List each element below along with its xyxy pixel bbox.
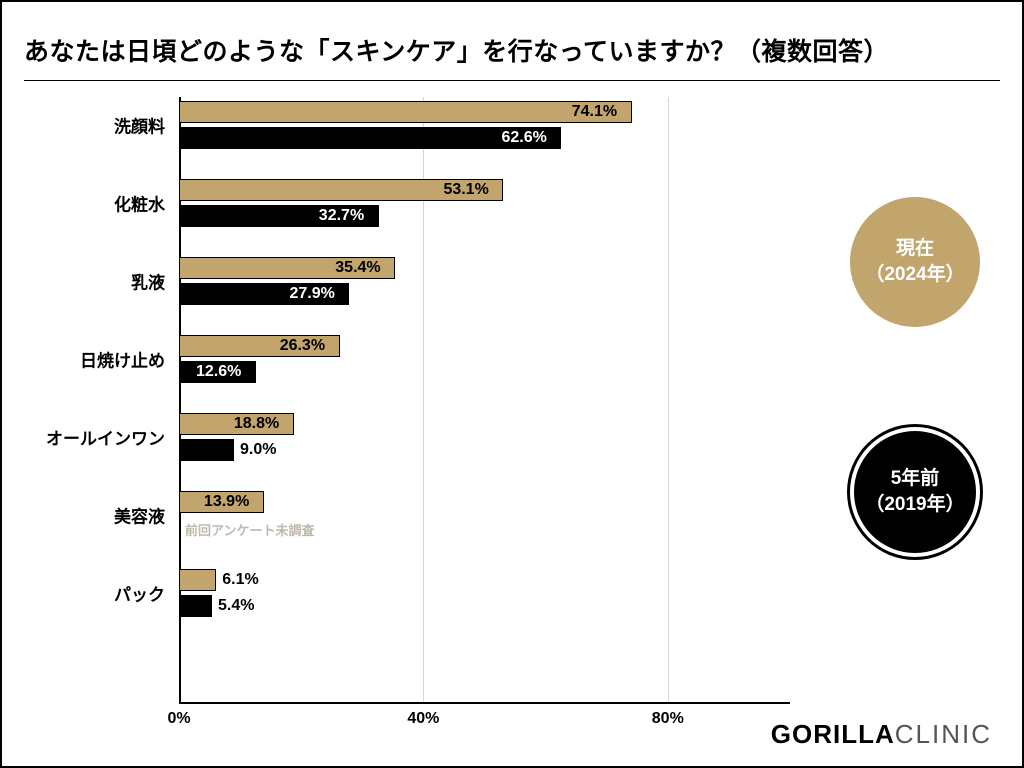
logo-thin: CLINIC <box>895 719 992 749</box>
legend-current: 現在 （2024年） <box>850 197 980 327</box>
bar-past <box>179 439 234 461</box>
bar-label-current: 13.9% <box>204 493 249 511</box>
bar-label-past: 5.4% <box>218 597 254 615</box>
bar-label-current: 26.3% <box>280 337 325 355</box>
bar-label-past: 27.9% <box>289 285 334 303</box>
bar-label-current: 6.1% <box>222 571 258 589</box>
x-tick-label: 80% <box>652 704 684 728</box>
category-label: 洗顔料 <box>114 113 179 138</box>
bar-note: 前回アンケート未調査 <box>185 520 314 539</box>
legend-past-line2: （2019年） <box>865 492 964 518</box>
bar-label-past: 12.6% <box>196 363 241 381</box>
main-area: 0% 40% 80% 洗顔料 74.1% 62.6% 化粧水 53.1% 32.7% 乳液 35.4… <box>24 87 1000 744</box>
category-label: 日焼け止め <box>80 347 179 372</box>
brand-logo: GORILLACLINIC <box>771 719 992 750</box>
grid-line <box>668 97 669 704</box>
bar-label-current: 35.4% <box>335 259 380 277</box>
chart-title: あなたは日頃どのような「スキンケア」を行なっていますか？（複数回答） <box>24 24 1000 81</box>
logo-bold: GORILLA <box>771 719 895 749</box>
plot-area: 0%40%80%洗顔料74.1%62.6%化粧水53.1%32.7%乳液35.4… <box>179 97 790 704</box>
x-axis <box>179 702 790 704</box>
bar-current <box>179 101 632 123</box>
bar-label-current: 18.8% <box>234 415 279 433</box>
bar-label-past: 9.0% <box>240 441 276 459</box>
category-label: パック <box>114 581 179 606</box>
bar-past <box>179 595 212 617</box>
x-tick-label: 40% <box>407 704 439 728</box>
x-tick-label: 0% <box>167 704 190 728</box>
category-label: オールインワン <box>46 425 179 450</box>
legend-current-line2: （2024年） <box>865 262 964 288</box>
legend-past: 5年前 （2019年） <box>850 427 980 557</box>
legend-area: 現在 （2024年） 5年前 （2019年） <box>830 87 1000 744</box>
bar-label-current: 74.1% <box>572 103 617 121</box>
bar-label-past: 32.7% <box>319 207 364 225</box>
bar-label-past: 62.6% <box>501 129 546 147</box>
category-label: 乳液 <box>131 269 179 294</box>
category-label: 化粧水 <box>114 191 179 216</box>
legend-past-line1: 5年前 <box>891 466 940 492</box>
chart-area: 0% 40% 80% 洗顔料 74.1% 62.6% 化粧水 53.1% 32.7% 乳液 35.4… <box>24 87 830 744</box>
bar-label-current: 53.1% <box>443 181 488 199</box>
legend-current-line1: 現在 <box>896 236 934 262</box>
bar-current <box>179 569 216 591</box>
category-label: 美容液 <box>114 503 179 528</box>
